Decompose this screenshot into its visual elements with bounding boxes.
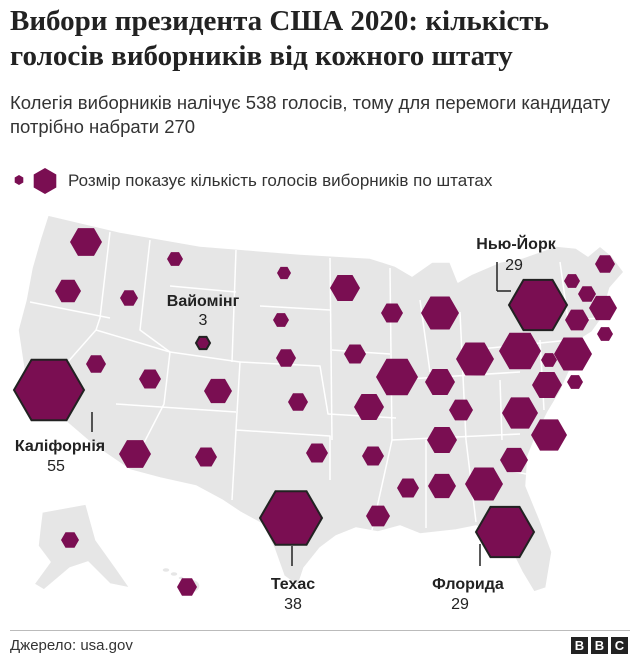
label-new-york-votes: 29: [505, 257, 523, 274]
hexagon-kansas: [288, 393, 308, 411]
label-texas-name: Техас: [271, 576, 315, 593]
label-florida-votes: 29: [451, 596, 469, 613]
hexagon-alabama: [428, 473, 456, 499]
hexagon-new-mexico: [195, 447, 217, 467]
hexagon-kentucky: [449, 399, 473, 421]
hexagon-north-dakota: [277, 266, 291, 280]
hexagon-south-carolina: [500, 447, 528, 473]
hexagon-illinois: [376, 358, 418, 396]
hexagon-maine: [595, 255, 615, 273]
label-florida-name: Флорида: [432, 576, 504, 593]
leader-lines: [91, 262, 511, 566]
hexagon-west-virginia: [532, 372, 562, 398]
bbc-letter-c: C: [611, 637, 628, 654]
hexagon-wisconsin: [381, 303, 403, 323]
label-new-york-name: Нью-Йорк: [476, 234, 556, 253]
hexagon-oregon: [55, 279, 81, 303]
hexagon-colorado: [204, 378, 232, 404]
bbc-letter-b2: B: [591, 637, 608, 654]
page-subtitle: Колегія виборників налічує 538 голосів, …: [10, 92, 611, 137]
hexagon-tennessee: [427, 427, 457, 453]
hexagon-massachusetts: [589, 295, 617, 321]
hexagon-pennsylvania: [499, 332, 541, 370]
hexagon-hawaii: [177, 578, 197, 596]
state-labels: Каліфорнія 55 Вайомінг 3 Техас 38 Флорид…: [15, 234, 557, 613]
label-california-name: Каліфорнія: [15, 438, 105, 455]
hexagon-new-york: [507, 278, 569, 332]
hexagon-idaho: [120, 290, 138, 306]
hexagon-washington: [70, 228, 102, 256]
source-text: Джерело: usa.gov: [10, 637, 133, 654]
hexagon-montana: [167, 252, 183, 266]
hexagon-alaska: [61, 532, 79, 548]
hexagon-nevada: [86, 355, 106, 373]
hexagon-rhode-island: [597, 327, 613, 341]
label-california-votes: 55: [47, 458, 65, 475]
state-hexagons: [12, 228, 617, 596]
hexagon-missouri: [354, 394, 384, 420]
legend-text: Розмір показує кількість голосів виборни…: [68, 171, 493, 190]
hexagon-ohio: [456, 342, 494, 376]
hexagon-florida: [474, 505, 536, 559]
legend-large-hexagon: [33, 168, 57, 194]
bbc-letter-b1: B: [571, 637, 588, 654]
hexagon-wyoming: [194, 335, 212, 351]
legend-small-hexagon: [14, 175, 24, 185]
hexagon-connecticut: [565, 309, 589, 331]
hexagon-utah: [139, 369, 161, 389]
hexagon-indiana: [425, 369, 455, 395]
page-title: Вибори президента США 2020: кількість го…: [10, 5, 549, 72]
hexagon-arizona: [119, 440, 151, 468]
footer-divider: [10, 630, 630, 631]
legend-hexagons-icon: [14, 168, 57, 194]
legend: Розмір показує кількість голосів виборни…: [8, 166, 492, 196]
hexagon-south-dakota: [273, 313, 289, 327]
hexagon-vermont: [578, 286, 596, 302]
hexagon-oklahoma: [306, 443, 328, 463]
hexagon-mississippi: [397, 478, 419, 498]
hexagon-iowa: [344, 344, 366, 364]
hexagon-michigan: [421, 296, 459, 330]
hexagon-delaware: [541, 353, 557, 367]
label-texas-votes: 38: [284, 596, 302, 613]
hexagon-louisiana: [366, 505, 390, 527]
hexagon-texas: [258, 490, 324, 546]
label-wyoming-votes: 3: [199, 312, 208, 329]
bbc-logo: B B C: [571, 637, 628, 654]
hexagon-california: [12, 358, 86, 422]
hexagon-minnesota: [330, 275, 360, 301]
hexagon-virginia: [531, 419, 567, 451]
land: [17, 214, 625, 594]
hexagon-maryland: [567, 375, 583, 389]
alaska-shape: [33, 503, 131, 591]
hexagon-georgia: [465, 467, 503, 501]
hexagon-new-jersey: [554, 337, 592, 371]
hexagon-new-hampshire: [564, 274, 580, 288]
label-wyoming-name: Вайомінг: [167, 293, 240, 310]
hexagon-arkansas: [362, 446, 384, 466]
us-map: Каліфорнія 55 Вайомінг 3 Техас 38 Флорид…: [12, 214, 625, 613]
hexagon-nebraska: [276, 349, 296, 367]
hexagon-north-carolina: [502, 397, 538, 429]
